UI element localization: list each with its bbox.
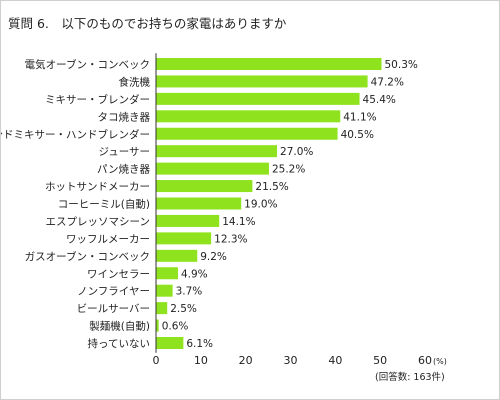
- unit-label: (%): [433, 357, 447, 366]
- value-label: 25.2%: [272, 164, 305, 176]
- value-label: 45.4%: [363, 94, 396, 106]
- bar: [156, 92, 360, 105]
- value-label: 47.2%: [371, 76, 404, 88]
- bar: [156, 337, 184, 349]
- category-label: エスプレッソマシーン: [46, 216, 150, 228]
- x-tick-label: 20: [239, 354, 253, 367]
- bar: [156, 127, 338, 140]
- bar: [156, 319, 159, 332]
- value-label: 19.0%: [244, 199, 277, 211]
- x-tick-label: 50: [373, 354, 387, 367]
- bar: [156, 58, 382, 70]
- category-label: ミキサー・ブレンダー: [45, 93, 150, 106]
- category-label: パン焼き器: [97, 164, 151, 176]
- bar: [156, 145, 278, 158]
- x-tick-label: 30: [284, 354, 298, 367]
- bar: [156, 197, 242, 210]
- value-label: 41.1%: [343, 111, 376, 123]
- bar: [156, 75, 368, 88]
- bar: [156, 110, 341, 123]
- value-label: 21.5%: [255, 181, 288, 193]
- chart-title: 質問 6. 以下のものでお持ちの家電はありますか: [8, 16, 287, 31]
- category-label: 持っていない: [88, 337, 150, 350]
- value-label: 12.3%: [214, 233, 247, 245]
- bar: [156, 302, 168, 315]
- bar: [156, 232, 212, 245]
- category-label: 製麺機(自動): [89, 320, 150, 333]
- category-label: ノンフライヤー: [77, 286, 150, 298]
- category-label: コーヒーミル(自動): [58, 198, 150, 211]
- value-label: 27.0%: [280, 146, 313, 158]
- bar: [156, 162, 269, 175]
- category-label: ワインセラー: [87, 268, 150, 280]
- bar: [156, 267, 178, 280]
- value-label: 4.9%: [181, 268, 208, 280]
- bar: [156, 249, 198, 262]
- category-label: ホットサンドメーカー: [45, 181, 150, 193]
- category-label: 食洗機: [119, 75, 151, 88]
- x-tick-label: 40: [328, 354, 342, 367]
- x-tick-label: 10: [194, 354, 208, 367]
- respondents-note: (回答数: 163件): [375, 371, 445, 383]
- bar: [156, 214, 220, 227]
- value-label: 3.7%: [176, 286, 203, 298]
- category-label: タコ焼き器: [98, 111, 151, 123]
- x-tick-label: 60: [418, 354, 432, 367]
- value-label: 50.3%: [385, 59, 418, 71]
- value-label: 40.5%: [341, 129, 374, 141]
- category-label: ガスオーブン・コンベック: [25, 250, 150, 263]
- category-label: ハンドミキサー・ハンドブレンダー: [1, 128, 150, 141]
- value-label: 2.5%: [170, 303, 197, 315]
- bar: [156, 180, 253, 193]
- category-label: ワッフルメーカー: [66, 233, 150, 245]
- value-label: 14.1%: [222, 216, 255, 228]
- value-label: 9.2%: [200, 251, 227, 263]
- category-label: ビールサーバー: [77, 303, 150, 315]
- value-label: 6.1%: [186, 338, 213, 350]
- category-label: 電気オーブン・コンベック: [25, 58, 150, 71]
- category-label: ジューサー: [98, 146, 150, 158]
- value-label: 0.6%: [162, 321, 189, 333]
- bar: [156, 284, 173, 297]
- x-tick-label: 0: [153, 354, 160, 367]
